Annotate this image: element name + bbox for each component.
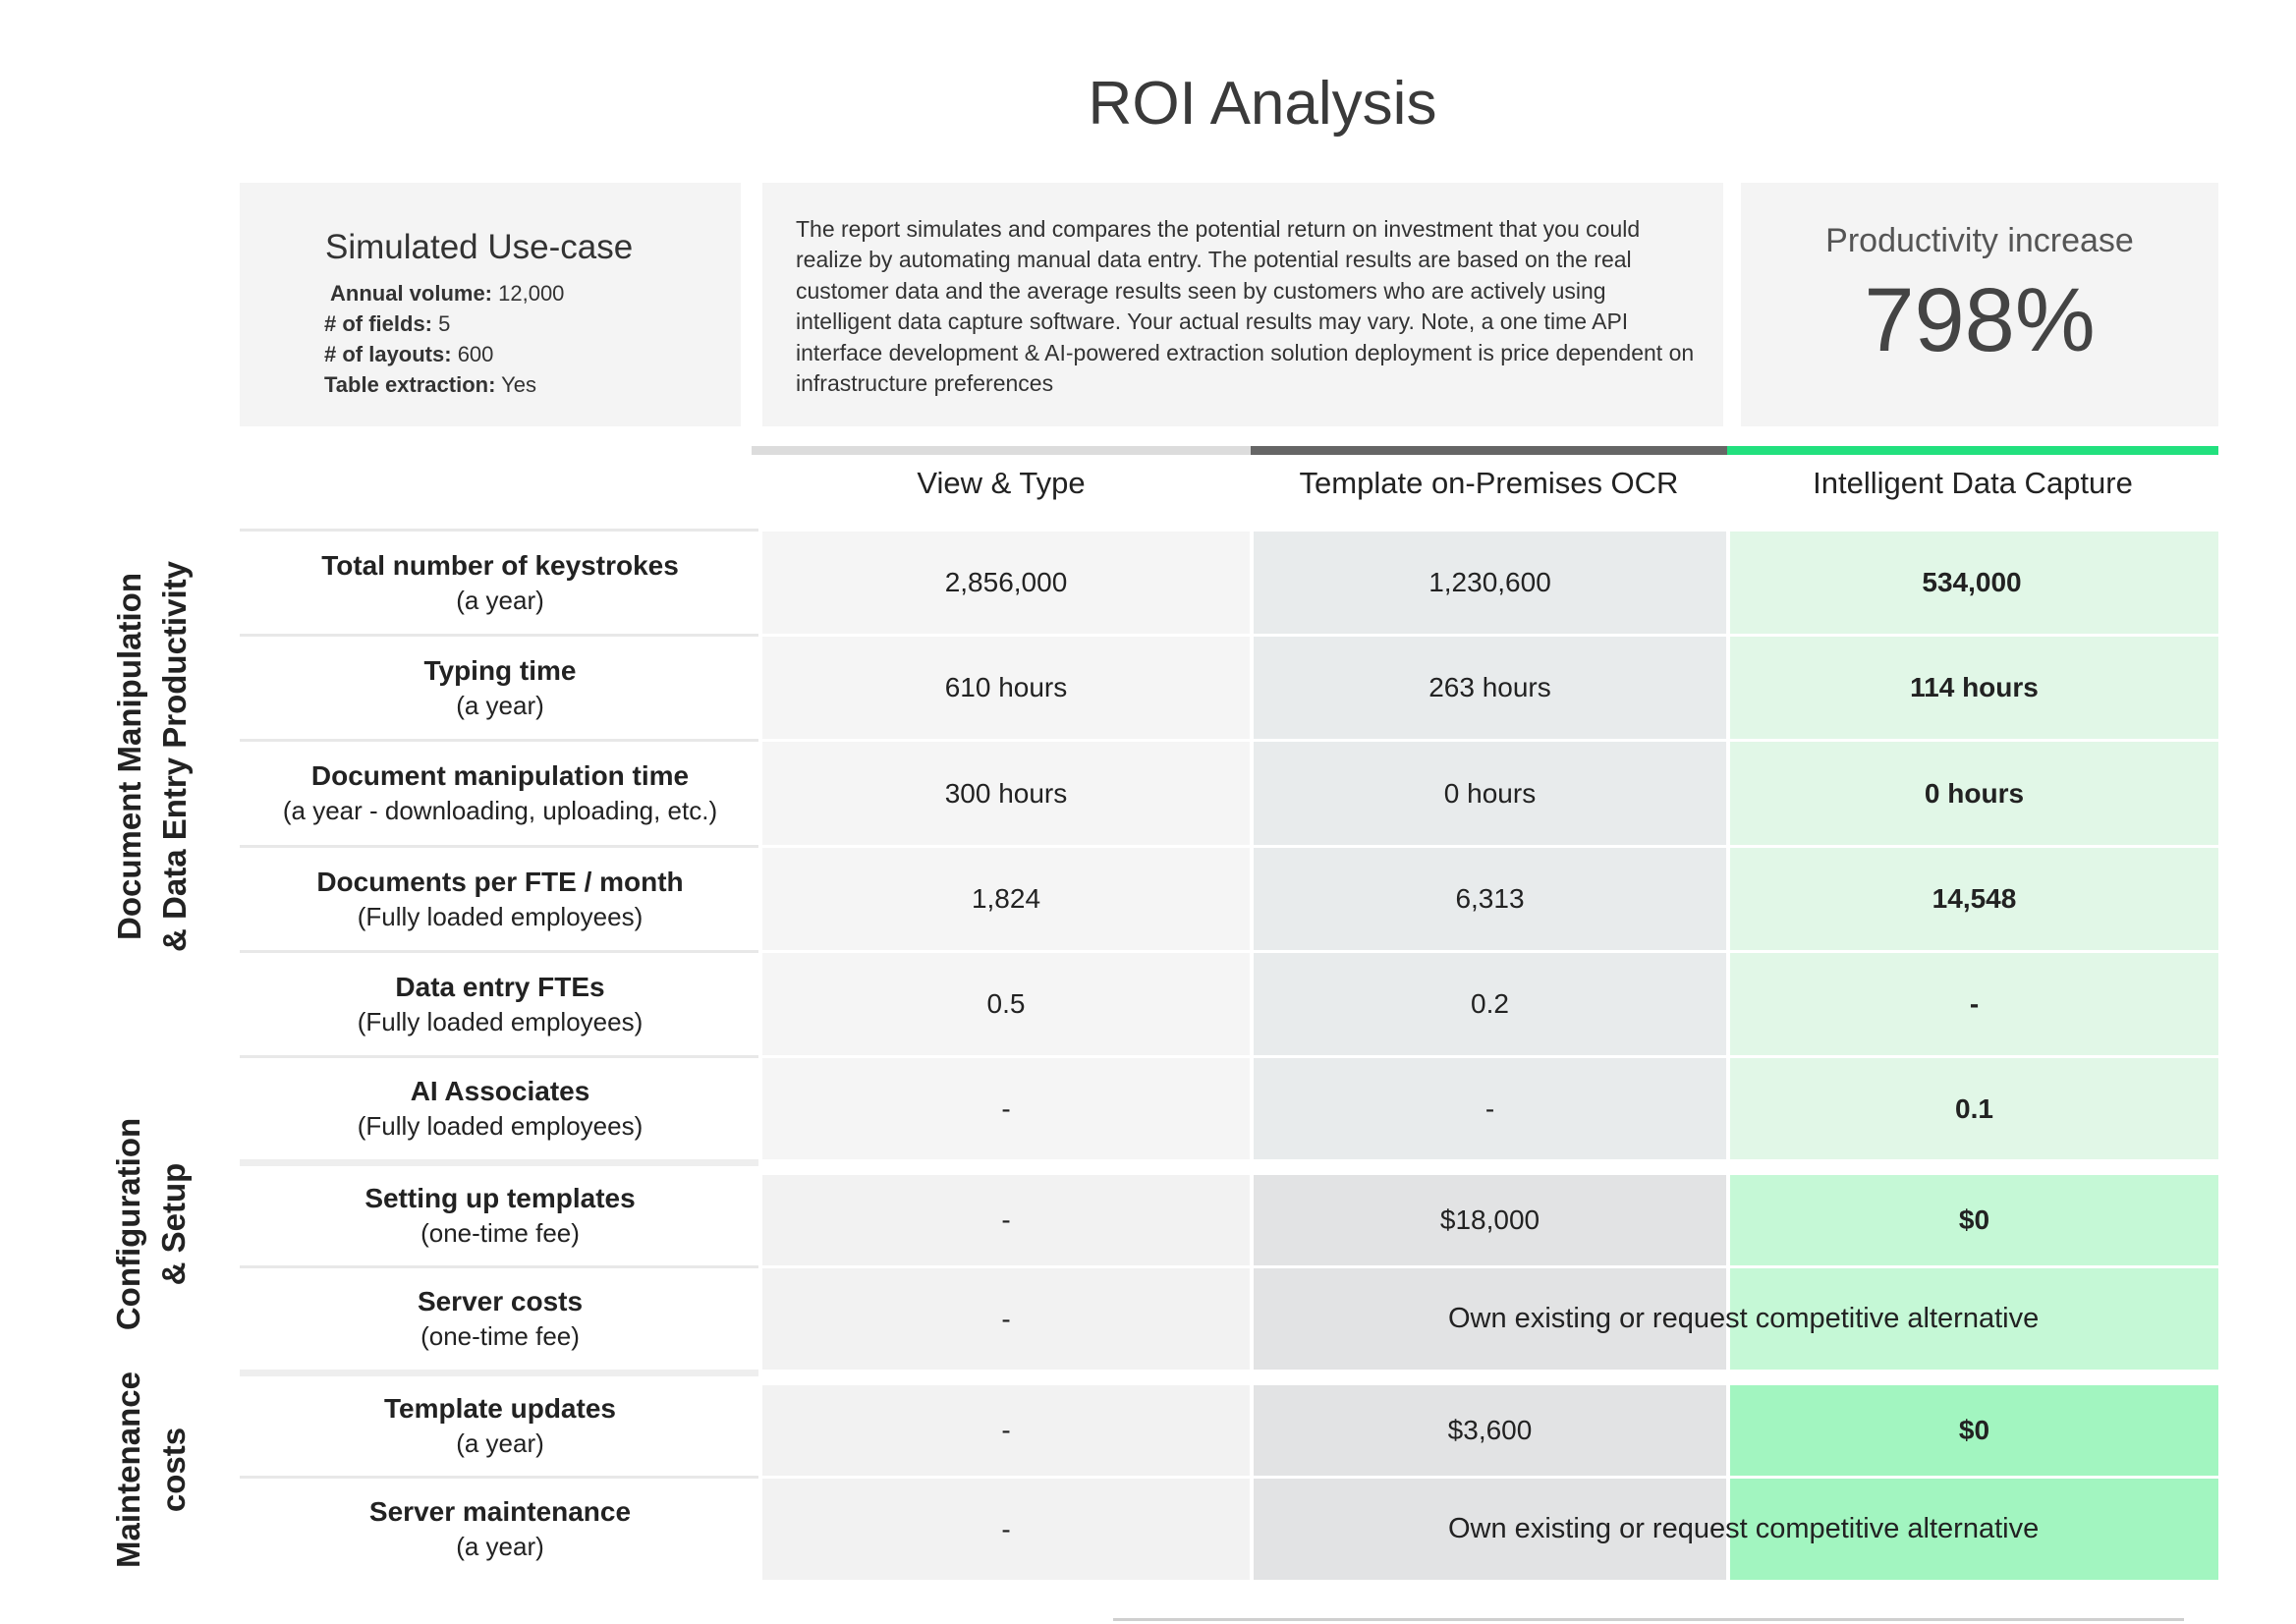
cell-ai-associates-view-type: - <box>762 1058 1250 1159</box>
cell-keystrokes-idc: 534,000 <box>1730 532 2218 634</box>
cell-setting-templates-view-type: - <box>762 1175 1250 1265</box>
cell-doc-manipulation-idc: 0 hours <box>1730 742 2218 845</box>
use-case-heading: Simulated Use-case <box>325 228 634 266</box>
description-card: The report simulates and compares the po… <box>762 183 1723 426</box>
row-label-data-entry-ftes: Data entry FTEs (Fully loaded employees) <box>357 971 644 1036</box>
cell-doc-manipulation-template-ocr: 0 hours <box>1254 742 1726 845</box>
bottom-divider <box>1113 1618 2184 1621</box>
column-header-template-ocr: Template on-Premises OCR <box>1299 466 1679 500</box>
productivity-value: 798% <box>1864 270 2096 370</box>
cell-data-entry-ftes-view-type: 0.5 <box>762 953 1250 1055</box>
row-separator <box>240 739 758 742</box>
cell-keystrokes-template-ocr: 1,230,600 <box>1254 532 1726 634</box>
cell-server-maintenance-idc-bg <box>1730 1479 2218 1580</box>
row-separator <box>240 1055 758 1058</box>
cell-server-maintenance-view-type: - <box>762 1479 1250 1580</box>
row-label-template-updates: Template updates (a year) <box>384 1393 616 1458</box>
row-label-document-manipulation: Document manipulation time (a year - down… <box>282 760 718 825</box>
cell-docs-per-fte-view-type: 1,824 <box>762 848 1250 950</box>
row-label-setting-up-templates: Setting up templates (one-time fee) <box>364 1183 636 1248</box>
use-case-card: Simulated Use-case Annual volume: 12,000… <box>240 183 741 426</box>
cell-template-updates-idc: $0 <box>1730 1385 2218 1476</box>
row-label-ai-associates: AI Associates (Fully loaded employees) <box>357 1076 644 1141</box>
cell-data-entry-ftes-idc: - <box>1730 953 2218 1055</box>
column-bar-template-ocr <box>1251 446 1727 455</box>
productivity-card: Productivity increase 798% <box>1741 183 2218 426</box>
row-label-documents-per-fte: Documents per FTE / month (Fully loaded e… <box>316 866 684 931</box>
column-bar-view-type <box>752 446 1251 455</box>
column-header-idc: Intelligent Data Capture <box>1813 466 2133 500</box>
cell-data-entry-ftes-template-ocr: 0.2 <box>1254 953 1726 1055</box>
row-separator <box>240 1476 758 1479</box>
section-separator <box>240 1370 758 1376</box>
row-label-keystrokes: Total number of keystrokes (a year) <box>321 549 679 615</box>
cell-doc-manipulation-view-type: 300 hours <box>762 742 1250 845</box>
row-separator <box>240 845 758 848</box>
use-case-layouts: # of layouts: 600 <box>324 342 494 366</box>
cell-server-maintenance-template-ocr-bg <box>1254 1479 1726 1580</box>
cell-server-costs-template-ocr-bg <box>1254 1268 1726 1370</box>
cell-server-costs-view-type: - <box>762 1268 1250 1370</box>
description-text: The report simulates and compares the po… <box>796 216 1695 397</box>
row-label-server-maintenance: Server maintenance (a year) <box>368 1496 632 1561</box>
row-separator <box>240 529 758 532</box>
section-label-productivity: Document Manipulation & Data Entry Produc… <box>111 561 193 952</box>
column-bar-idc <box>1727 446 2218 455</box>
cell-ai-associates-template-ocr: - <box>1254 1058 1726 1159</box>
cell-template-updates-template-ocr: $3,600 <box>1254 1385 1726 1476</box>
row-label-server-costs: Server costs (one-time fee) <box>417 1286 584 1351</box>
cell-typing-time-template-ocr: 263 hours <box>1254 637 1726 739</box>
row-separator <box>240 634 758 637</box>
row-separator <box>240 1265 758 1268</box>
cell-setting-templates-idc: $0 <box>1730 1175 2218 1265</box>
page-title: ROI Analysis <box>1088 70 1437 138</box>
section-label-maintenance: Maintenance costs <box>110 1372 192 1568</box>
cell-typing-time-view-type: 610 hours <box>762 637 1250 739</box>
column-header-view-type: View & Type <box>917 466 1086 500</box>
cell-server-maintenance-shared: Own existing or request competitive alte… <box>1448 1513 2040 1544</box>
use-case-annual-volume: Annual volume: 12,000 <box>330 281 565 306</box>
row-label-typing-time: Typing time (a year) <box>423 654 577 720</box>
cell-docs-per-fte-template-ocr: 6,313 <box>1254 848 1726 950</box>
cell-docs-per-fte-idc: 14,548 <box>1730 848 2218 950</box>
use-case-table-extraction: Table extraction: Yes <box>324 372 537 397</box>
cell-typing-time-idc: 114 hours <box>1730 637 2218 739</box>
cell-ai-associates-idc: 0.1 <box>1730 1058 2218 1159</box>
use-case-fields: # of fields: 5 <box>324 311 451 336</box>
section-separator <box>240 1159 758 1166</box>
cell-template-updates-view-type: - <box>762 1385 1250 1476</box>
cell-server-costs-shared: Own existing or request competitive alte… <box>1448 1303 2040 1334</box>
cell-setting-templates-template-ocr: $18,000 <box>1254 1175 1726 1265</box>
cell-keystrokes-view-type: 2,856,000 <box>762 532 1250 634</box>
row-separator <box>240 950 758 953</box>
cell-server-costs-idc-bg <box>1730 1268 2218 1370</box>
productivity-label: Productivity increase <box>1825 222 2134 259</box>
